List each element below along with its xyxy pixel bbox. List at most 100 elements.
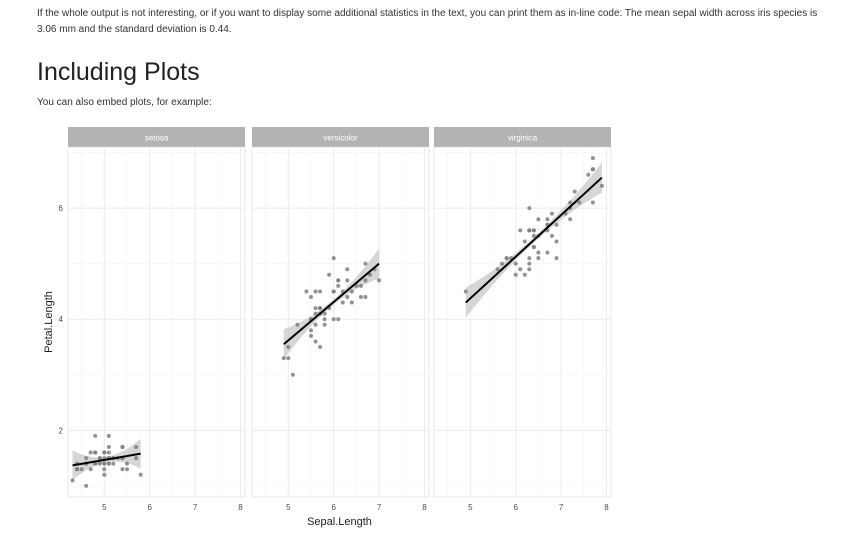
data-point bbox=[313, 306, 318, 311]
x-tick-label: 7 bbox=[377, 503, 382, 512]
data-point bbox=[138, 472, 143, 477]
y-axis-title: Petal.Length bbox=[43, 291, 55, 353]
facet-strip bbox=[68, 127, 245, 147]
data-point bbox=[336, 278, 341, 283]
data-point bbox=[590, 156, 595, 161]
data-point bbox=[554, 256, 559, 261]
data-point bbox=[495, 267, 500, 272]
data-point bbox=[102, 472, 107, 477]
data-point bbox=[340, 300, 345, 305]
data-point bbox=[536, 250, 541, 255]
data-point bbox=[513, 272, 518, 277]
data-point bbox=[322, 317, 327, 322]
data-point bbox=[572, 189, 577, 194]
data-point bbox=[500, 261, 505, 266]
facet-panel-versicolor: versicolor 5 6 7 8 bbox=[251, 127, 430, 512]
data-point bbox=[322, 311, 327, 316]
data-point bbox=[331, 256, 336, 261]
x-axis-title: Sepal.Length bbox=[307, 516, 372, 528]
data-point bbox=[106, 450, 111, 455]
data-point bbox=[134, 445, 139, 449]
x-tick-label: 8 bbox=[238, 503, 243, 512]
data-point bbox=[522, 272, 527, 277]
data-point bbox=[518, 267, 523, 272]
data-point bbox=[327, 272, 332, 277]
data-point bbox=[70, 478, 75, 483]
data-point bbox=[336, 283, 341, 288]
data-point bbox=[134, 456, 139, 461]
facet-panel-setosa: setosa 5 6 7 8 bbox=[67, 127, 246, 512]
facet-strip-label: virginica bbox=[508, 134, 538, 143]
x-tick-label: 6 bbox=[147, 503, 152, 512]
data-point bbox=[527, 256, 532, 261]
data-point bbox=[349, 289, 354, 294]
data-point bbox=[363, 261, 368, 266]
data-point bbox=[363, 295, 368, 299]
data-point bbox=[550, 211, 554, 216]
x-tick-label: 5 bbox=[102, 503, 107, 512]
data-point bbox=[554, 239, 559, 244]
data-point bbox=[550, 233, 554, 238]
data-point bbox=[93, 461, 98, 466]
data-point bbox=[345, 295, 350, 299]
data-point bbox=[102, 450, 107, 455]
data-point bbox=[577, 200, 582, 205]
data-point bbox=[93, 433, 98, 438]
data-point bbox=[106, 433, 111, 438]
data-point bbox=[463, 289, 468, 294]
data-point bbox=[363, 278, 368, 283]
data-point bbox=[309, 295, 313, 299]
data-point bbox=[88, 450, 93, 455]
data-point bbox=[295, 322, 300, 327]
facet-strip bbox=[434, 127, 611, 147]
x-tick-label: 5 bbox=[468, 503, 473, 512]
data-point bbox=[545, 250, 550, 255]
data-point bbox=[75, 467, 80, 472]
data-point bbox=[120, 467, 125, 472]
data-point bbox=[358, 295, 363, 299]
data-point bbox=[536, 217, 541, 222]
data-point bbox=[554, 222, 559, 227]
data-point bbox=[88, 467, 93, 472]
data-point bbox=[102, 467, 107, 472]
data-point bbox=[358, 283, 363, 288]
x-tick-label: 8 bbox=[604, 503, 609, 512]
data-point bbox=[531, 228, 536, 233]
data-point bbox=[331, 289, 336, 294]
data-point bbox=[281, 356, 286, 361]
panel-background bbox=[67, 146, 246, 498]
y-tick-label: 6 bbox=[59, 204, 64, 213]
data-point bbox=[309, 333, 313, 338]
data-point bbox=[536, 256, 541, 261]
data-point bbox=[290, 372, 295, 377]
facet-panel-virginica: virginica 5 6 7 8 bbox=[433, 127, 612, 512]
data-point bbox=[309, 328, 313, 333]
x-tick-label: 7 bbox=[193, 503, 198, 512]
data-point bbox=[527, 261, 532, 266]
data-point bbox=[313, 311, 318, 316]
data-point bbox=[102, 461, 107, 466]
data-point bbox=[331, 317, 336, 322]
data-point bbox=[304, 289, 309, 294]
intro-text: If the whole output is not interesting, … bbox=[37, 8, 818, 35]
data-point bbox=[84, 456, 89, 461]
intro-paragraph: If the whole output is not interesting, … bbox=[37, 6, 827, 38]
data-point bbox=[513, 261, 518, 266]
data-point bbox=[97, 456, 102, 461]
data-point bbox=[318, 289, 323, 294]
data-point bbox=[286, 345, 291, 349]
data-point bbox=[345, 267, 350, 272]
data-point bbox=[568, 217, 573, 222]
data-point bbox=[527, 228, 532, 233]
data-point bbox=[531, 233, 536, 238]
data-point bbox=[84, 483, 89, 488]
x-tick-label: 7 bbox=[559, 503, 564, 512]
data-point bbox=[79, 467, 84, 472]
data-point bbox=[590, 167, 595, 172]
data-point bbox=[322, 322, 327, 327]
data-point bbox=[120, 445, 125, 449]
panel-background bbox=[251, 146, 430, 498]
data-point bbox=[93, 450, 98, 455]
section-heading: Including Plots bbox=[37, 58, 200, 86]
facet-strip-label: versicolor bbox=[323, 134, 358, 143]
